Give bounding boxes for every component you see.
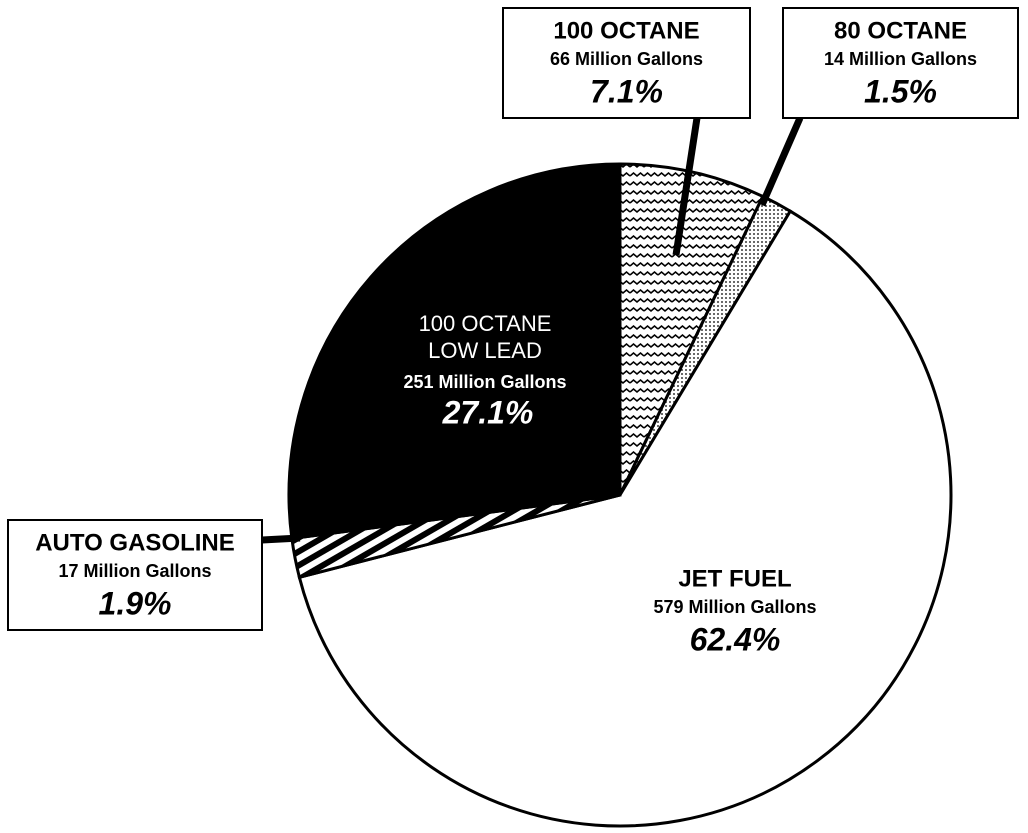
label-box bbox=[502, 7, 751, 119]
label-box bbox=[7, 519, 263, 631]
gallons-label: 579 Million Gallons bbox=[653, 597, 816, 617]
leader-line bbox=[672, 117, 701, 256]
leader-line bbox=[758, 116, 804, 207]
value-label: 62.4% bbox=[690, 621, 781, 657]
category-label: 100 OCTANE bbox=[553, 17, 699, 44]
category-label: 100 OCTANE LOW LEAD bbox=[418, 311, 552, 363]
gallons-label: 251 Million Gallons bbox=[403, 372, 566, 392]
gallons-label: 17 Million Gallons bbox=[58, 561, 211, 581]
slice bbox=[618, 162, 765, 496]
labels: 100 OCTANE 66 Million Gallons 7.1% 80 OCTAN… bbox=[7, 7, 1019, 657]
label-box bbox=[782, 7, 1019, 119]
gallons-label: 14 Million Gallons bbox=[824, 49, 977, 69]
value-label: 1.9% bbox=[99, 585, 172, 621]
category-label: 80 OCTANE bbox=[834, 17, 967, 44]
leader-line bbox=[261, 534, 301, 544]
value-label: 7.1% bbox=[590, 73, 663, 109]
pie bbox=[287, 162, 953, 828]
label-group: 100 OCTANE LOW LEAD bbox=[418, 311, 552, 363]
slice bbox=[287, 162, 622, 541]
slice bbox=[297, 209, 953, 828]
value-label: 1.5% bbox=[864, 73, 937, 109]
category-label: JET FUEL bbox=[678, 565, 791, 592]
gallons-label: 66 Million Gallons bbox=[550, 49, 703, 69]
category-label: AUTO GASOLINE bbox=[35, 529, 235, 556]
value-label: 27.1% bbox=[442, 394, 534, 430]
